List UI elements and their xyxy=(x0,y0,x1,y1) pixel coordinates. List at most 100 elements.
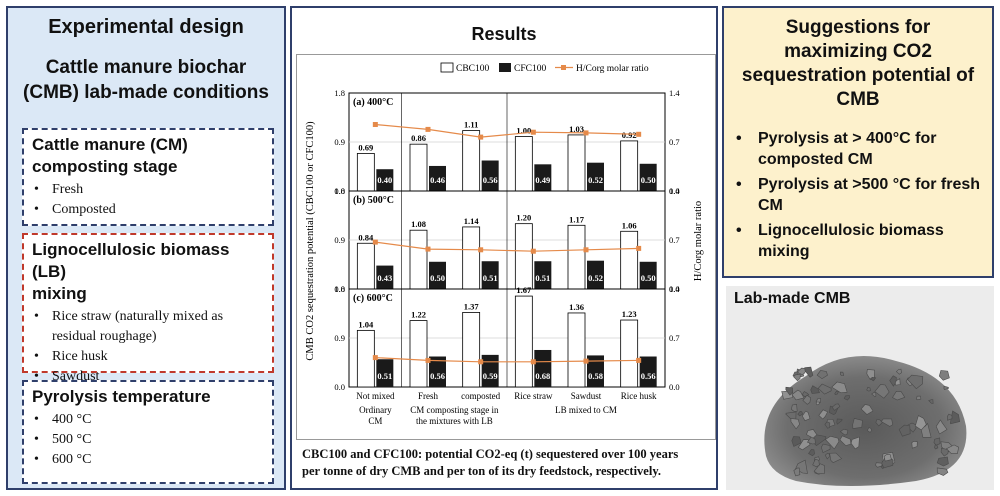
biochar-chip xyxy=(928,399,934,404)
legend-label-cfc: CFC100 xyxy=(514,64,546,74)
biochar-chip xyxy=(935,419,948,435)
suggestions-title: Suggestions for maximizing CO2 sequestra… xyxy=(724,16,992,112)
biochar-chip xyxy=(916,395,922,401)
right-tick-label: 0.7 xyxy=(669,333,680,343)
biochar-chip xyxy=(946,413,953,421)
experimental-design-panel: Experimental design Cattle manure biocha… xyxy=(6,6,286,490)
right-tick-label: 0.7 xyxy=(669,137,680,147)
right-tick-label: 0.0 xyxy=(669,382,680,392)
biochar-chip xyxy=(817,383,832,395)
bar-cfc xyxy=(534,349,552,387)
results-panel: Results CBC100 CFC100 H/Corg molar ratio (a… xyxy=(290,6,718,490)
biochar-chip xyxy=(839,428,849,436)
biochar-chip xyxy=(850,436,860,450)
data-label-cfc: 0.52 xyxy=(588,273,603,283)
data-label-cfc: 0.56 xyxy=(483,175,498,185)
biochar-chip xyxy=(936,467,949,476)
biochar-chip xyxy=(829,452,843,463)
data-label-cbc: 0.69 xyxy=(358,142,373,152)
data-label-cfc: 0.56 xyxy=(641,371,656,381)
data-label-cbc: 0.86 xyxy=(411,133,426,143)
suggestions-panel: Suggestions for maximizing CO2 sequestra… xyxy=(722,6,994,278)
bar-cfc xyxy=(639,356,657,387)
legend-marker-hc xyxy=(561,65,566,70)
point-hc xyxy=(478,359,484,365)
footnote-line1: CBC100 and CFC100: potential CO2-eq (t) … xyxy=(302,447,679,461)
data-label-cfc: 0.49 xyxy=(535,175,550,185)
composting-stage-list: Fresh Composted xyxy=(32,180,264,220)
right-tick-label: 0.0 xyxy=(669,284,680,294)
biochar-chip xyxy=(824,435,840,450)
chart-footnote: CBC100 and CFC100: potential CO2-eq (t) … xyxy=(302,446,710,480)
bar-cbc xyxy=(567,134,586,192)
right-tick-label: 0.7 xyxy=(669,235,680,245)
right-tick-label: 0.0 xyxy=(669,186,680,196)
list-item: Rice straw (naturally mixed as residual … xyxy=(34,307,264,347)
data-label-cbc: 1.08 xyxy=(411,219,426,229)
photo-label: Lab-made CMB xyxy=(734,290,851,307)
group-label: Ordinary xyxy=(359,405,392,415)
point-hc xyxy=(583,358,589,364)
suggestion-item: Lignocellulosic biomass mixing xyxy=(736,220,992,262)
list-item: 400 °C xyxy=(34,410,264,430)
category-label: Rice husk xyxy=(621,391,657,401)
biochar-chip xyxy=(894,378,901,386)
biochar-chip xyxy=(785,386,794,396)
point-hc xyxy=(583,247,589,253)
data-label-cfc: 0.68 xyxy=(535,371,550,381)
list-item: Fresh xyxy=(34,180,264,200)
bar-cfc xyxy=(481,160,499,191)
bar-cfc xyxy=(376,169,394,191)
biochar-chip xyxy=(860,404,874,415)
bar-cbc xyxy=(462,130,481,192)
bar-cfc xyxy=(376,359,394,387)
bar-cfc xyxy=(481,261,499,289)
bar-cbc xyxy=(356,242,375,290)
biochar-chip xyxy=(804,366,814,378)
series-line-hc xyxy=(375,357,639,363)
bar-cbc xyxy=(409,320,428,388)
biochar-chip xyxy=(871,391,877,398)
list-item: 600 °C xyxy=(34,450,264,470)
point-hc xyxy=(530,359,536,365)
cmb-title-line2: (CMB) lab-made conditions xyxy=(23,82,269,103)
data-label-cfc: 0.50 xyxy=(641,273,656,283)
biochar-chip xyxy=(933,437,941,446)
biochar-chip xyxy=(898,424,911,437)
category-label: Not mixed xyxy=(356,391,395,401)
biochar-chip xyxy=(866,427,872,433)
box1-title-line1: Cattle manure (CM) xyxy=(32,135,188,154)
composting-stage-box: Cattle manure (CM) composting stage Fres… xyxy=(22,128,274,226)
bar-cfc xyxy=(534,164,552,191)
suggestion-item: Pyrolysis at > 400°C for composted CM xyxy=(736,128,992,170)
left-tick-label: 0.0 xyxy=(334,284,345,294)
point-hc xyxy=(583,130,589,136)
bar-cfc xyxy=(587,355,604,387)
series-line-hc xyxy=(375,241,639,252)
biochar-chip xyxy=(883,453,892,462)
biochar-chip xyxy=(852,418,863,429)
biochar-chip xyxy=(824,421,831,429)
bar-cfc xyxy=(639,261,657,289)
biochar-chip xyxy=(831,381,848,394)
biochar-chip xyxy=(816,370,828,380)
data-label-cfc: 0.56 xyxy=(430,371,445,381)
data-label-cfc: 0.51 xyxy=(377,371,392,381)
bar-cbc xyxy=(567,312,586,388)
left-tick-label: 1.8 xyxy=(334,284,345,294)
biochar-chip xyxy=(895,368,902,375)
data-label-cbc: 1.22 xyxy=(411,310,426,320)
biochar-chip xyxy=(938,370,950,381)
biochar-chip xyxy=(834,390,839,396)
suggestions-title-line2: maximizing CO2 xyxy=(784,41,932,62)
data-label-cbc: 1.23 xyxy=(622,309,637,319)
group-label: CM xyxy=(368,416,382,426)
results-chart: CBC100 CFC100 H/Corg molar ratio (a) 400°C 1… xyxy=(296,54,716,440)
data-label-cbc: 1.36 xyxy=(569,302,584,312)
biochar-chip xyxy=(840,371,845,376)
bar-cbc xyxy=(409,143,428,192)
biochar-chip xyxy=(866,386,871,392)
data-label-cfc: 0.51 xyxy=(483,273,498,283)
bar-cbc xyxy=(462,312,481,388)
data-label-cbc: 1.37 xyxy=(464,301,480,311)
